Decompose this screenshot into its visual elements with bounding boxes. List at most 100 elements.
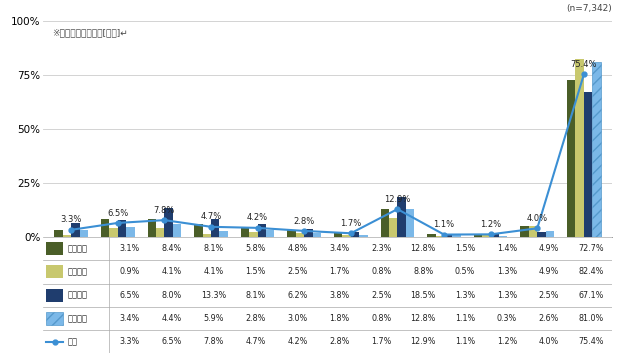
Text: 3.3%: 3.3% (61, 215, 82, 225)
Text: 12.9%: 12.9% (410, 337, 436, 346)
Bar (575, 59, 584, 237)
Bar (351, 232, 359, 237)
Text: 7.8%: 7.8% (154, 206, 175, 215)
Text: 1.4%: 1.4% (497, 244, 517, 253)
Text: (n=7,342): (n=7,342) (566, 4, 612, 12)
Text: 8.0%: 8.0% (161, 291, 182, 300)
Text: 3.0%: 3.0% (287, 314, 308, 323)
FancyBboxPatch shape (46, 312, 63, 325)
Bar (381, 209, 389, 237)
Bar (444, 234, 452, 237)
Text: 1.1%: 1.1% (455, 314, 475, 323)
Bar (118, 220, 126, 237)
Bar (529, 226, 537, 237)
Bar (194, 225, 203, 237)
Text: 4.7%: 4.7% (200, 212, 222, 221)
Bar (164, 208, 173, 237)
Text: 文系男子: 文系男子 (68, 244, 88, 253)
Bar (499, 236, 507, 237)
Text: 8.8%: 8.8% (413, 267, 433, 276)
Bar (287, 230, 296, 237)
Bar (266, 231, 274, 237)
Bar (249, 232, 258, 237)
Text: 8.1%: 8.1% (245, 291, 266, 300)
Text: 4.9%: 4.9% (539, 244, 559, 253)
Text: 1.3%: 1.3% (497, 291, 517, 300)
Bar (584, 92, 592, 237)
Text: 75.4%: 75.4% (570, 60, 597, 69)
Text: 1.1%: 1.1% (455, 337, 475, 346)
Bar (436, 236, 444, 237)
Text: 8.1%: 8.1% (203, 244, 224, 253)
FancyBboxPatch shape (46, 242, 63, 255)
Text: 2.5%: 2.5% (371, 291, 391, 300)
Text: 82.4%: 82.4% (578, 267, 604, 276)
Text: 75.4%: 75.4% (578, 337, 604, 346)
Text: 0.3%: 0.3% (497, 314, 517, 323)
Text: 3.4%: 3.4% (119, 314, 140, 323)
Bar (427, 234, 436, 237)
Text: ※グラフ上の数字は[全体]↵: ※グラフ上の数字は[全体]↵ (52, 28, 127, 37)
Text: 6.5%: 6.5% (119, 291, 140, 300)
Text: 1.3%: 1.3% (455, 291, 475, 300)
Text: 4.0%: 4.0% (539, 337, 559, 346)
Bar (241, 227, 249, 237)
Text: 3.3%: 3.3% (119, 337, 140, 346)
Bar (452, 235, 461, 237)
Text: 6.5%: 6.5% (161, 337, 182, 346)
Text: 文系女子: 文系女子 (68, 267, 88, 276)
Bar (109, 228, 118, 237)
Text: 12.8%: 12.8% (410, 314, 436, 323)
Text: 2.5%: 2.5% (539, 291, 559, 300)
Bar (80, 230, 88, 237)
Bar (101, 219, 109, 237)
Bar (71, 223, 80, 237)
Text: 4.1%: 4.1% (161, 267, 182, 276)
Text: 0.5%: 0.5% (455, 267, 475, 276)
Text: 全体: 全体 (68, 337, 78, 346)
Text: 4.2%: 4.2% (287, 337, 308, 346)
Text: 1.3%: 1.3% (497, 267, 517, 276)
Bar (537, 232, 546, 237)
Bar (173, 224, 181, 237)
Bar (203, 234, 211, 237)
Bar (334, 232, 342, 237)
Text: 2.6%: 2.6% (539, 314, 559, 323)
Bar (126, 227, 135, 237)
Text: 4.7%: 4.7% (245, 337, 266, 346)
Text: 5.8%: 5.8% (245, 244, 266, 253)
FancyBboxPatch shape (46, 289, 63, 302)
Text: 67.1%: 67.1% (578, 291, 604, 300)
Bar (592, 62, 601, 237)
Text: 4.4%: 4.4% (161, 314, 182, 323)
Text: 12.9%: 12.9% (384, 195, 410, 204)
Bar (156, 228, 164, 237)
Bar (54, 230, 63, 237)
Bar (491, 234, 499, 237)
Text: 2.8%: 2.8% (329, 337, 349, 346)
Text: 81.0%: 81.0% (578, 314, 604, 323)
Bar (567, 80, 575, 237)
Bar (148, 220, 156, 237)
Text: 8.4%: 8.4% (161, 244, 182, 253)
Text: 2.5%: 2.5% (287, 267, 308, 276)
Bar (546, 231, 554, 237)
Text: 1.8%: 1.8% (329, 314, 349, 323)
Bar (389, 218, 397, 237)
Bar (342, 235, 351, 237)
Text: 4.2%: 4.2% (247, 213, 268, 222)
Text: 0.9%: 0.9% (119, 267, 140, 276)
Text: 理系男子: 理系男子 (68, 291, 88, 300)
Bar (313, 233, 321, 237)
Text: 1.7%: 1.7% (341, 219, 362, 228)
Bar (406, 209, 414, 237)
Text: 1.5%: 1.5% (245, 267, 266, 276)
Text: 1.2%: 1.2% (497, 337, 517, 346)
Bar (520, 226, 529, 237)
Text: 3.8%: 3.8% (329, 291, 349, 300)
Text: 4.9%: 4.9% (539, 267, 559, 276)
Bar (296, 233, 304, 237)
Text: 1.7%: 1.7% (329, 267, 349, 276)
Bar (474, 234, 482, 237)
Text: 2.8%: 2.8% (294, 216, 315, 226)
